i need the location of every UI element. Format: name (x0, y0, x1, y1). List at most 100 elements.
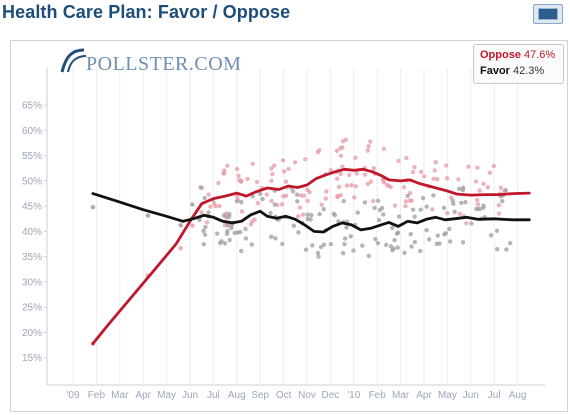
favor-poll-dot (507, 240, 513, 246)
favor-poll-dot (447, 239, 453, 244)
y-tick-label: 40% (22, 227, 42, 238)
y-tick-label: 35% (22, 252, 42, 263)
oppose-poll-dot (366, 143, 371, 149)
oppose-poll-dot (286, 166, 291, 172)
oppose-poll-dot (338, 171, 343, 177)
y-tick-label: 20% (22, 328, 42, 339)
favor-poll-dot (463, 199, 468, 205)
favor-poll-dot (395, 230, 401, 235)
oppose-poll-dot (305, 198, 310, 204)
oppose-poll-dot (435, 176, 440, 182)
favor-poll-dot (373, 236, 378, 242)
oppose-trend-line (91, 167, 531, 345)
oppose-poll-dot (354, 171, 360, 176)
favor-poll-dot (396, 214, 402, 219)
favor-poll-dot (318, 244, 324, 250)
oppose-poll-dot (279, 202, 285, 207)
favor-poll-dot (305, 212, 310, 217)
favor-poll-dot (198, 185, 203, 190)
favor-poll-dot (315, 250, 321, 256)
favor-poll-dot (239, 248, 244, 254)
favor-poll-dot (377, 207, 383, 213)
chart-title: Health Care Plan: Favor / Oppose (2, 2, 291, 22)
oppose-poll-dot (283, 193, 289, 198)
favor-poll-dot (408, 232, 413, 237)
favor-poll-dot (310, 243, 315, 248)
oppose-poll-dot (464, 221, 469, 226)
favor-poll-dot (206, 210, 211, 215)
oppose-poll-dot (365, 148, 370, 153)
favor-poll-dot (426, 237, 432, 242)
favor-poll-dot (202, 195, 207, 201)
legend-item-oppose[interactable]: Oppose 47.6% (480, 47, 557, 63)
legend-item-favor[interactable]: Favor 42.3% (480, 63, 557, 79)
oppose-poll-dot (430, 207, 435, 212)
oppose-poll-dot (388, 184, 393, 190)
oppose-poll-dot (217, 203, 222, 209)
oppose-poll-dot (221, 171, 226, 176)
oppose-poll-dot (206, 192, 211, 197)
oppose-poll-dot (281, 169, 287, 174)
chart-legend: Oppose 47.6% Favor 42.3% (473, 44, 564, 84)
x-tick-label: Jun (463, 390, 479, 401)
x-tick-label: Oct (276, 390, 292, 401)
oppose-poll-dot (466, 164, 471, 169)
x-tick-label: Aug (228, 390, 246, 401)
y-tick-label: 60% (22, 126, 42, 137)
favor-poll-dot (321, 242, 327, 247)
oppose-poll-dot (324, 189, 329, 194)
oppose-poll-dot (239, 209, 245, 214)
favor-poll-dot (221, 213, 227, 218)
favor-poll-dot (280, 241, 285, 247)
favor-poll-dot (239, 199, 244, 205)
oppose-poll-dot (344, 183, 350, 188)
favor-poll-dot (469, 221, 474, 226)
oppose-poll-dot (496, 211, 502, 216)
favor-poll-dot (390, 225, 395, 231)
favor-poll-dot (296, 230, 301, 235)
x-tick-label: Aug (509, 390, 527, 401)
favor-poll-dot (178, 223, 183, 228)
oppose-poll-dot (481, 181, 486, 187)
oppose-poll-dot (264, 192, 270, 197)
legend-favor-name: Favor (480, 65, 510, 77)
favor-poll-dot (217, 240, 223, 246)
x-tick-label: Mar (111, 390, 129, 401)
oppose-poll-dot (403, 199, 409, 204)
oppose-poll-dot (250, 161, 255, 166)
favor-poll-dot (328, 241, 334, 247)
favor-poll-dot (441, 205, 447, 211)
oppose-poll-dot (208, 204, 213, 209)
favor-poll-dot (360, 243, 365, 248)
oppose-poll-dot (496, 202, 502, 208)
legend-favor-value: 42.3% (512, 65, 545, 77)
favor-poll-dot (420, 195, 426, 201)
oppose-poll-dot (269, 178, 274, 183)
oppose-poll-dot (338, 146, 343, 151)
favor-poll-dot (342, 241, 347, 247)
oppose-poll-dot (475, 202, 481, 207)
favor-poll-dot (481, 203, 486, 208)
favor-poll-dot (291, 223, 297, 228)
oppose-poll-dot (445, 210, 450, 216)
favor-poll-dot (227, 237, 232, 243)
favor-poll-dot (474, 206, 479, 212)
favor-poll-dot (409, 244, 414, 249)
oppose-poll-dot (204, 220, 210, 225)
oppose-poll-dot (216, 180, 221, 186)
favor-poll-dot (303, 247, 309, 252)
oppose-poll-dot (347, 172, 352, 178)
x-tick-label: Apr (135, 390, 151, 401)
favor-poll-dot (412, 239, 418, 245)
favor-poll-dot (457, 186, 462, 192)
oppose-poll-dot (410, 169, 416, 175)
expand-chart-button[interactable] (533, 4, 563, 24)
x-tick-label: Sep (251, 390, 269, 401)
favor-poll-dot (294, 192, 300, 197)
favor-poll-dot (336, 219, 341, 224)
oppose-poll-dot (365, 181, 370, 187)
favor-poll-dot (366, 253, 371, 258)
oppose-poll-dot (362, 172, 368, 177)
oppose-poll-dot (457, 211, 462, 216)
